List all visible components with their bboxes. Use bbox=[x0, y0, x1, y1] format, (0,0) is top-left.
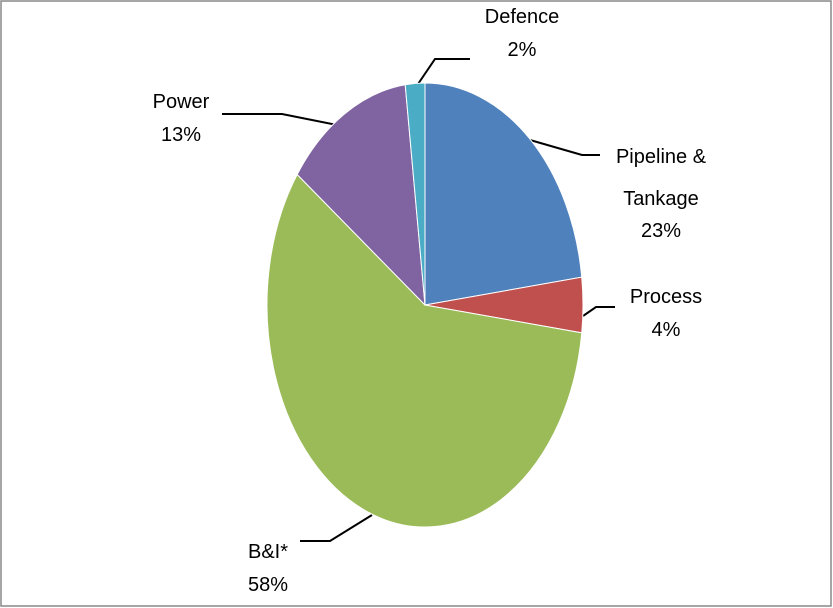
leader-line bbox=[300, 514, 373, 542]
leader-line bbox=[582, 306, 615, 317]
leader-line bbox=[529, 139, 600, 156]
slice-label: Defence 2% bbox=[472, 6, 572, 62]
slice-label: Pipeline & Tankage 23% bbox=[601, 136, 721, 243]
slice-name: Process bbox=[629, 286, 703, 308]
slice-label: Process 4% bbox=[616, 286, 716, 342]
slice-name: Defence bbox=[484, 6, 560, 28]
slice-label: Power 13% bbox=[141, 91, 221, 147]
pie-slice bbox=[296, 84, 426, 307]
pie-slice bbox=[266, 173, 583, 528]
pie bbox=[266, 82, 584, 528]
slice-name: Pipeline & Tankage bbox=[615, 146, 707, 210]
slice-value: 2% bbox=[507, 39, 537, 61]
slice-value: 23% bbox=[640, 220, 682, 242]
slice-value: 58% bbox=[247, 574, 289, 596]
slice-value: 13% bbox=[160, 124, 202, 146]
slice-label: B&I* 58% bbox=[228, 541, 308, 597]
slice-name: B&I* bbox=[247, 541, 289, 563]
pie-slice bbox=[404, 82, 426, 306]
leader-line bbox=[415, 58, 470, 88]
slice-name: Power bbox=[152, 91, 210, 113]
pie-slice bbox=[424, 82, 583, 306]
slice-value: 4% bbox=[651, 319, 681, 341]
